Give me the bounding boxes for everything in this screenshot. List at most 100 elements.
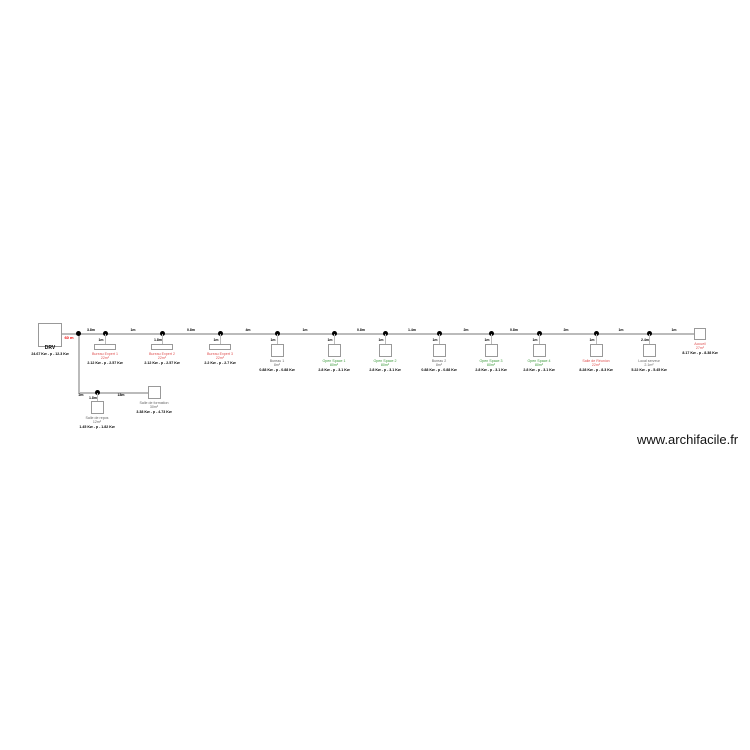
room-name: Bureau Expert 3 [207, 352, 233, 356]
room-name: Bureau Expert 1 [92, 352, 118, 356]
room-box[interactable] [378, 344, 392, 357]
branch-segment: 2m [78, 393, 84, 397]
drop-length: 1m [532, 338, 538, 342]
segment-length: 2m [463, 328, 469, 332]
room-area: 8m² [273, 363, 281, 367]
room-area: 80m² [380, 363, 390, 367]
node-dot [95, 390, 100, 395]
node-dot [103, 331, 108, 336]
room-box[interactable] [148, 386, 161, 399]
drop-length: 1m [432, 338, 438, 342]
room-box[interactable] [432, 344, 446, 357]
room-box[interactable] [151, 344, 173, 350]
node-dot [647, 331, 652, 336]
segment-length: 2m [563, 328, 569, 332]
room-box[interactable] [532, 344, 546, 357]
drop-length: 1m [484, 338, 490, 342]
drop-length: 1m [270, 338, 276, 342]
room-name: Open Space 2 [373, 359, 397, 363]
room-power: 8.17 Kw - p - 8.38 Kw [682, 351, 718, 355]
drop-length: 1m [98, 338, 104, 342]
room-name: Open Space 3 [479, 359, 503, 363]
node-dot [594, 331, 599, 336]
node-dot [160, 331, 165, 336]
segment-length: 0.8m [187, 328, 195, 332]
room-box[interactable] [694, 328, 706, 340]
room-power: 5.22 Kw - p - 5.45 Kw [631, 368, 667, 372]
main-line [62, 333, 698, 335]
segment-length: 1m [130, 328, 136, 332]
drop-line [385, 334, 386, 344]
drop-line [491, 334, 492, 344]
room-area: 12m² [92, 420, 102, 424]
room-name: Open Space 4 [527, 359, 551, 363]
room-name: Accueil [694, 342, 706, 346]
room-power: 3.38 Kw - p - 4.73 Kw [136, 410, 172, 414]
segment-length: 1m [618, 328, 624, 332]
room-power: 0.88 Kw - p - 0.88 Kw [421, 368, 457, 372]
room-box[interactable] [94, 344, 116, 350]
room-name: Local serveur [638, 359, 660, 363]
branch-vertical-line [78, 334, 80, 393]
room-box[interactable] [589, 344, 603, 357]
room-area: 80m² [534, 363, 544, 367]
drop-line [220, 334, 221, 344]
room-area: 27m² [695, 346, 705, 350]
drop-length: 2.4m [641, 338, 649, 342]
node-dot [275, 331, 280, 336]
room-power: 2.12 Kw - p - 2.57 Kw [144, 361, 180, 365]
room-area: 22m² [157, 356, 167, 360]
drv-label: DRV [44, 345, 56, 351]
segment-length: 4m [245, 328, 251, 332]
room-box[interactable] [270, 344, 284, 357]
drop-length: 1m [327, 338, 333, 342]
drop-line [277, 334, 278, 344]
watermark: www.archifacile.fr [637, 432, 739, 447]
room-power: 2.8 Kw - p - 3.1 Kw [369, 368, 401, 372]
room-area: 80m² [329, 363, 339, 367]
node-dot [383, 331, 388, 336]
room-name: Salle de Réunion [582, 359, 610, 363]
node-dot [437, 331, 442, 336]
branch-segment: 18m [117, 393, 125, 397]
segment-length: 0.8m [357, 328, 365, 332]
node-dot [218, 331, 223, 336]
room-box[interactable] [484, 344, 498, 357]
drop-length: 1m [589, 338, 595, 342]
drop-line [596, 334, 597, 344]
room-power: 2.8 Kw - p - 3.1 Kw [318, 368, 350, 372]
drop-line [105, 334, 106, 344]
node-dot [489, 331, 494, 336]
room-name: Bureau 1 [269, 359, 285, 363]
branch-horizontal-line [78, 392, 148, 394]
room-name: Open Space 1 [322, 359, 346, 363]
room-area: 30m² [149, 405, 159, 409]
room-power: 2.8 Kw - p - 3.1 Kw [523, 368, 555, 372]
room-box[interactable] [91, 401, 104, 414]
room-box[interactable] [209, 344, 231, 350]
node-dot [332, 331, 337, 336]
room-box[interactable] [642, 344, 656, 357]
drv-box[interactable] [38, 323, 62, 347]
drop-line [649, 334, 650, 344]
room-name: Salle de repos [85, 416, 109, 420]
room-power: 2.12 Kw - p - 2.57 Kw [87, 361, 123, 365]
drop-line [539, 334, 540, 344]
room-box[interactable] [327, 344, 341, 357]
room-area: 22m² [215, 356, 225, 360]
segment-length: 3.8m [87, 328, 95, 332]
node-dot [537, 331, 542, 336]
room-name: Bureau Expert 2 [149, 352, 175, 356]
drv-length: 60 m [64, 335, 74, 340]
segment-length: 1m [302, 328, 308, 332]
drop-length: 1m [378, 338, 384, 342]
drop-length: 1.8m [154, 338, 162, 342]
junction-dot [76, 331, 81, 336]
drop-line [162, 334, 163, 344]
room-power: 0.88 Kw - p - 0.88 Kw [259, 368, 295, 372]
room-name: Bureau 2 [431, 359, 447, 363]
room-power: 1.45 Kw - p - 1.82 Kw [79, 425, 115, 429]
room-power: 2.8 Kw - p - 3.1 Kw [475, 368, 507, 372]
room-area: 2.1m² [644, 363, 654, 367]
room-area: 22m² [591, 363, 601, 367]
